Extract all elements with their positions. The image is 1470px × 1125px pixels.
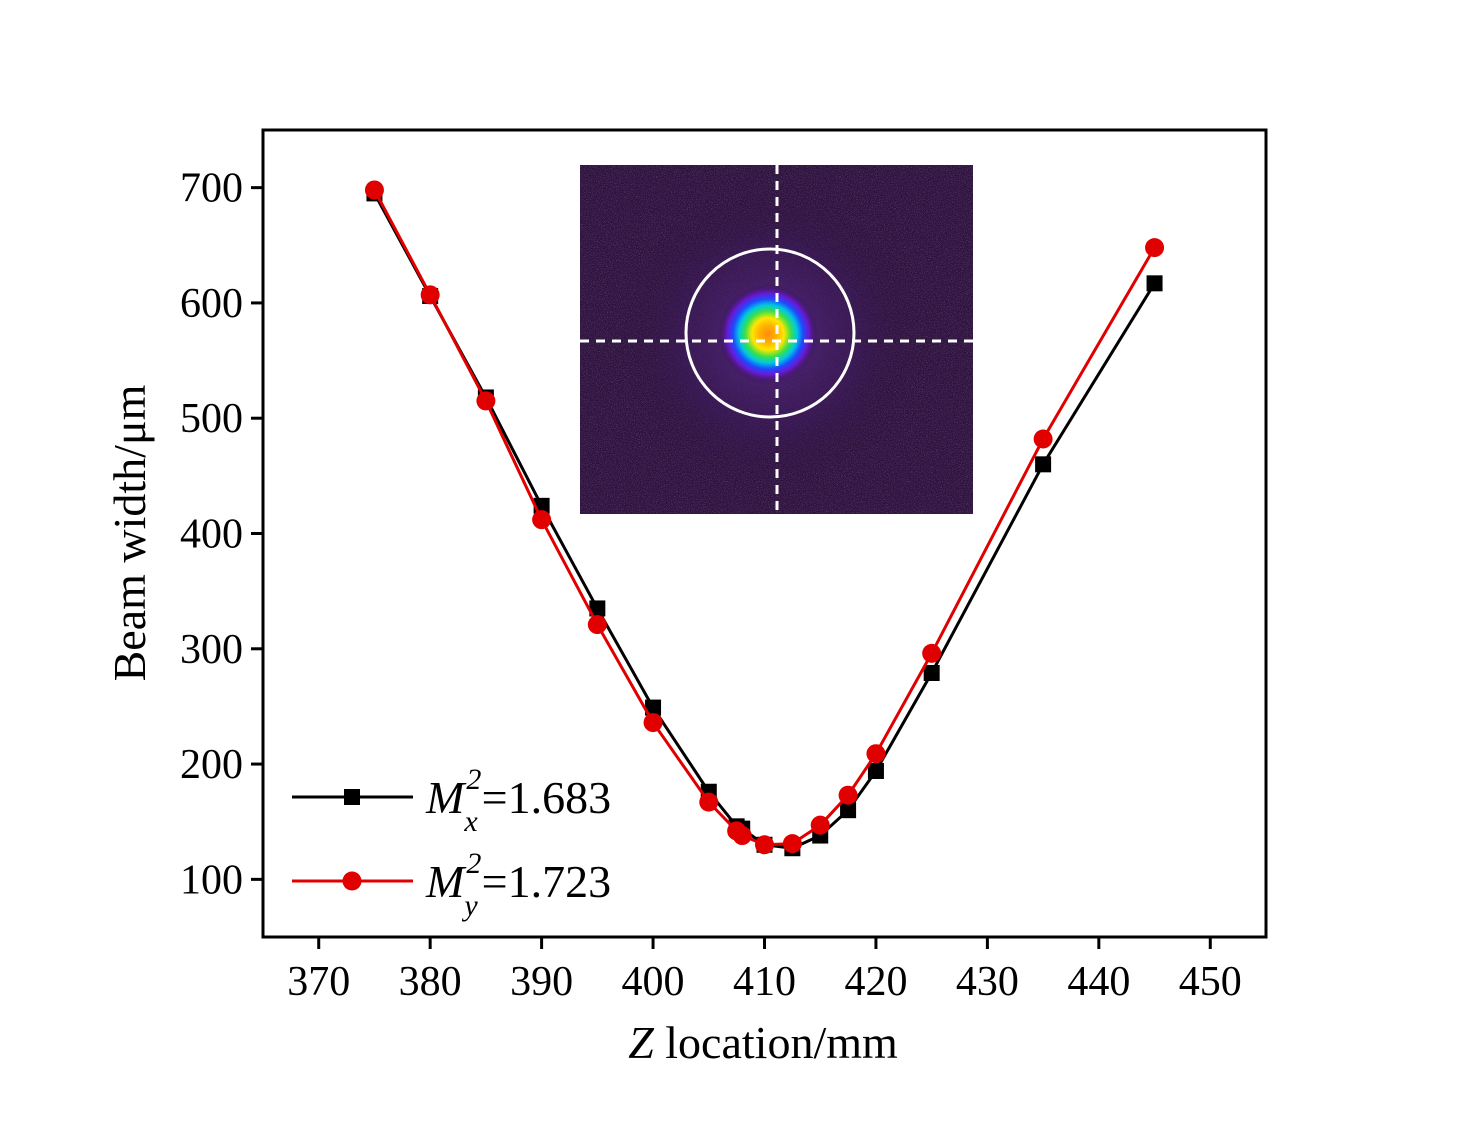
x-tick-label: 400 [622, 959, 685, 1005]
y-tick-label: 600 [180, 281, 243, 327]
legend-label-subscript: y [461, 889, 478, 922]
legend-label: M2 x=1.683 [425, 763, 611, 838]
inset-beam-image [580, 165, 973, 514]
x-tick-label: 440 [1067, 959, 1130, 1005]
x-axis-title: Z location/mm [628, 1017, 898, 1068]
x-tick-label: 380 [399, 959, 462, 1005]
data-point [1033, 429, 1053, 449]
x-tick-label: 370 [287, 959, 350, 1005]
inset-beam-spot [718, 284, 818, 384]
series-layer [364, 180, 1165, 857]
y-tick-label: 500 [180, 396, 243, 442]
y-axis: 100 200 300 400 500 600 700 [180, 166, 263, 903]
y-tick-label: 200 [180, 742, 243, 788]
data-point [923, 664, 940, 681]
y-tick-label: 100 [180, 857, 243, 903]
data-point [1035, 456, 1052, 473]
data-point [867, 762, 884, 779]
legend-marker [344, 789, 360, 805]
data-point [922, 643, 942, 663]
data-point [838, 785, 858, 805]
x-axis: 370 380 390 400 410 420 430 440 450 [287, 937, 1242, 1005]
data-point [643, 713, 663, 733]
y-tick-label: 400 [180, 512, 243, 558]
data-point [866, 744, 886, 764]
data-point [420, 285, 440, 305]
legend-label-value: =1.683 [482, 772, 611, 823]
data-point [699, 792, 719, 812]
x-tick-label: 430 [956, 959, 1019, 1005]
legend-label-variable: M [425, 856, 467, 907]
legend-label: M2 y=1.723 [425, 847, 611, 922]
data-point [532, 510, 552, 530]
y-tick-label: 300 [180, 627, 243, 673]
series-y [364, 180, 1165, 855]
data-point [364, 180, 384, 200]
data-point [1145, 238, 1165, 258]
x-tick-label: 390 [510, 959, 573, 1005]
data-point [732, 826, 752, 846]
legend-label-superscript: 2 [466, 847, 481, 880]
x-tick-label: 410 [733, 959, 796, 1005]
data-point [476, 391, 496, 411]
legend-item-y: M2 y=1.723 [292, 847, 611, 922]
data-point [1146, 275, 1163, 292]
x-axis-title-variable: Z [628, 1017, 654, 1068]
data-point [782, 834, 802, 854]
data-point [840, 802, 857, 819]
legend-item-x: M2 x=1.683 [292, 763, 611, 838]
y-axis-title: Beam width/μm [104, 384, 155, 681]
legend-label-value: =1.723 [482, 856, 611, 907]
data-point [587, 615, 607, 635]
legend-label-subscript: x [463, 805, 478, 838]
inset-beam-ring [684, 247, 856, 419]
legend-label-variable: M [425, 772, 467, 823]
data-point [589, 600, 606, 617]
data-point [755, 835, 774, 855]
y-tick-label: 700 [180, 166, 243, 212]
x-tick-label: 450 [1179, 959, 1242, 1005]
legend-marker [342, 871, 362, 891]
data-point [810, 815, 830, 835]
legend-label-superscript: 2 [466, 763, 481, 796]
x-tick-label: 420 [844, 959, 907, 1005]
data-point [645, 699, 662, 716]
x-axis-title-text: location/mm [654, 1017, 898, 1068]
